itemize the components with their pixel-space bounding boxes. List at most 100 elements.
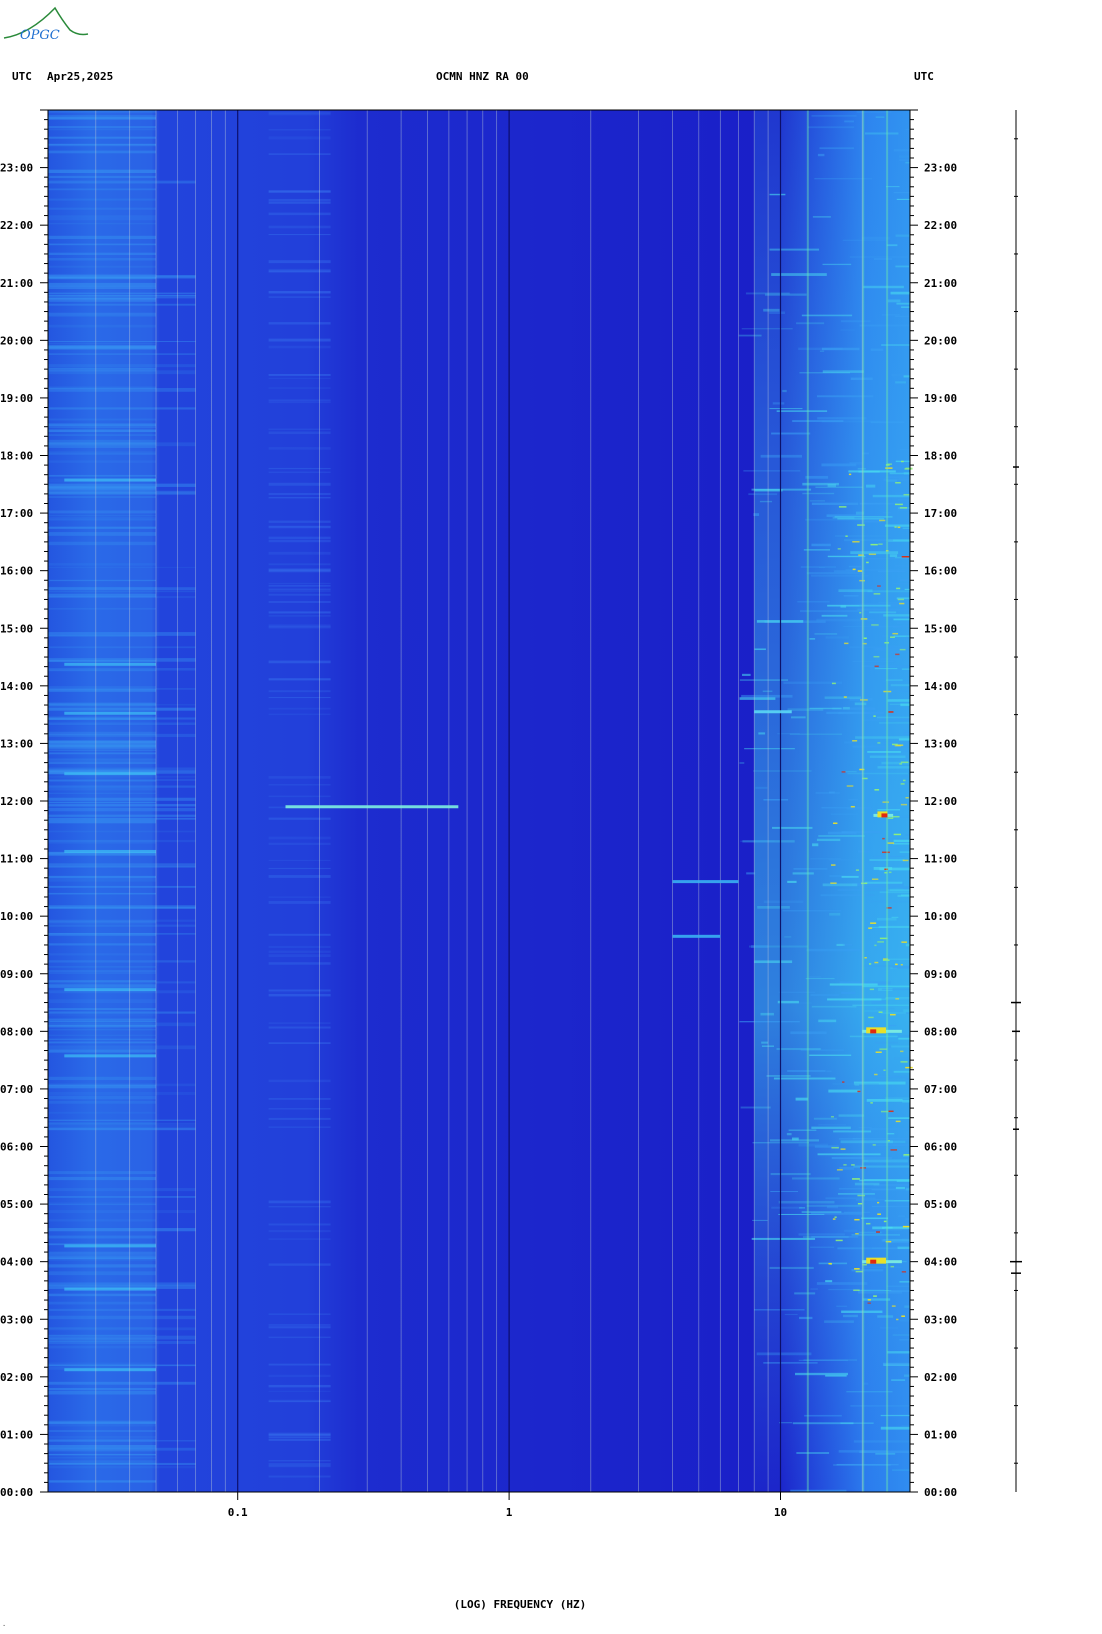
noise-streak <box>789 733 842 735</box>
noise-streak <box>857 1289 892 1292</box>
noise-speck <box>870 1102 873 1104</box>
low-band-streak <box>48 1228 196 1232</box>
noise-streak <box>848 565 862 568</box>
noise-streak <box>752 1219 768 1221</box>
noise-streak <box>761 1041 768 1044</box>
noise-streak <box>894 315 910 317</box>
low-band-streak <box>48 1315 196 1320</box>
noise-speck <box>873 1295 877 1297</box>
mid-band-streak <box>268 322 331 325</box>
noise-streak <box>840 605 847 608</box>
noise-speck <box>888 871 892 874</box>
mid-band-streak <box>268 1325 331 1329</box>
noise-streak <box>885 186 900 188</box>
noise-speck <box>862 642 867 645</box>
noise-streak <box>887 699 910 702</box>
noise-streak <box>816 838 841 842</box>
noise-streak <box>792 1177 840 1180</box>
mid-band-streak <box>268 588 331 590</box>
y-tick-label: 12:00 <box>0 795 33 808</box>
noise-streak <box>891 373 910 377</box>
noise-streak <box>807 126 855 129</box>
noise-streak <box>897 1246 910 1250</box>
noise-streak <box>877 1075 907 1078</box>
noise-speck <box>879 937 888 940</box>
noise-streak <box>895 265 910 268</box>
noise-streak <box>859 324 910 327</box>
low-band-streak <box>48 273 157 276</box>
mid-band-streak <box>268 582 331 585</box>
noise-streak <box>872 625 910 628</box>
low-band-streak <box>48 999 157 1004</box>
noise-streak <box>883 838 910 840</box>
noise-speck <box>900 1061 908 1063</box>
mid-band-streak <box>268 697 331 699</box>
mid-band-streak <box>268 1238 331 1240</box>
low-band-streak <box>48 181 196 184</box>
noise-streak <box>873 647 910 651</box>
low-band-streak <box>48 801 157 804</box>
y-tick-label: 04:00 <box>0 1256 33 1269</box>
noise-streak <box>739 679 789 681</box>
low-band-streak <box>48 1022 196 1027</box>
low-band-streak <box>48 150 157 154</box>
noise-streak <box>809 637 816 640</box>
mid-band-streak <box>268 1230 331 1233</box>
right-timezone: UTC <box>914 70 934 83</box>
low-band-streak <box>48 341 196 343</box>
mid-band-streak <box>268 933 331 936</box>
low-band-streak <box>48 1008 157 1010</box>
low-band-streak <box>48 689 157 691</box>
noise-streak <box>894 1057 910 1060</box>
noise-speck <box>867 1302 871 1304</box>
mid-band-streak <box>268 954 331 958</box>
noise-streak <box>855 736 910 739</box>
low-band-streak <box>48 491 196 495</box>
mid-band-streak <box>268 564 331 566</box>
noise-streak <box>795 1372 849 1376</box>
noise-streak <box>841 1310 883 1313</box>
low-band-streak <box>48 607 157 610</box>
low-band-streak <box>48 423 157 426</box>
noise-speck <box>855 869 860 871</box>
noise-streak <box>811 115 857 117</box>
mid-band-streak <box>268 525 331 528</box>
low-band-streak <box>48 1083 196 1087</box>
y-tick-label: 02:00 <box>0 1371 33 1384</box>
noise-streak <box>854 1182 880 1186</box>
noise-streak <box>880 1414 910 1417</box>
noise-streak <box>778 1200 835 1204</box>
noise-streak <box>904 588 910 591</box>
low-band-streak <box>48 514 157 517</box>
mid-band-streak <box>268 859 331 861</box>
low-band-streak <box>48 740 157 745</box>
noise-streak <box>882 511 891 514</box>
mid-band-streak <box>268 1400 331 1402</box>
noise-streak <box>895 1186 905 1190</box>
noise-speck <box>873 715 876 717</box>
low-band-streak <box>48 1362 157 1366</box>
noise-streak <box>892 1469 910 1471</box>
noise-speck <box>861 882 868 885</box>
y-tick-label: 03:00 <box>924 1313 957 1326</box>
noise-streak <box>803 1359 858 1361</box>
noise-streak <box>848 799 858 801</box>
mid-band-streak <box>268 842 331 845</box>
low-band-streak <box>48 593 157 598</box>
mid-band-streak <box>268 1200 331 1204</box>
low-band-streak <box>48 198 157 201</box>
noise-streak <box>846 808 873 810</box>
low-band-streak <box>48 1041 157 1044</box>
noise-streak <box>782 389 787 393</box>
noise-streak <box>905 1187 910 1191</box>
noise-streak <box>903 1009 910 1013</box>
noise-streak <box>903 471 910 475</box>
noise-streak <box>891 467 910 469</box>
y-tick-label: 08:00 <box>924 1025 957 1038</box>
mid-band-streak <box>268 431 331 435</box>
low-band-streak <box>48 892 157 895</box>
left-timezone: UTC <box>12 70 32 83</box>
noise-speck <box>873 655 880 658</box>
low-band-streak <box>48 985 157 988</box>
noise-streak <box>898 738 910 741</box>
